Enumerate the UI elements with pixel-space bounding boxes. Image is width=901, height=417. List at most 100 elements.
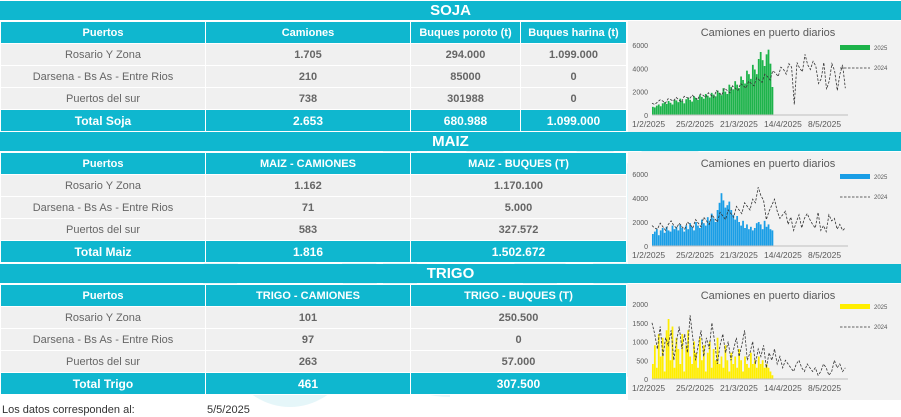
bar-2025 [699,228,701,246]
legend-swatch-2025 [840,304,870,309]
cell-value: 738 [205,87,411,110]
bar-2025 [753,360,756,379]
trigo-chart: Camiones en puerto diarios 0 500 1000 1500 20… [628,284,901,400]
maiz-header-row: Puertos MAIZ - CAMIONES MAIZ - BUQUES (T… [0,152,627,175]
bar-2025 [740,225,742,246]
legend-label-2025: 2025 [874,175,888,181]
y-tick-label: 2000 [632,302,648,309]
table-row: Rosario Y Zona 1.705 294.000 1.099.000 [0,43,627,66]
bar-2025 [695,352,697,379]
bar-2025 [750,352,752,379]
bar-2025 [732,214,735,246]
cell-value: 1.170.100 [410,174,627,197]
bar-2025 [677,230,680,246]
bar-2025 [699,337,701,379]
line-2024 [651,187,846,233]
col-header-trigo-buques: TRIGO - BUQUES (T) [410,284,627,307]
bar-2025 [652,364,654,379]
port-name: Puertos del sur [0,218,206,241]
x-tick-label: 1/2/2025 [632,250,665,260]
bar-2025 [755,367,758,379]
bar-2025 [667,101,670,115]
bar-2025 [661,337,664,379]
bar-2025 [679,364,682,379]
x-tick-label: 25/2/2025 [676,250,714,260]
bar-2025 [708,220,711,246]
bar-2025 [714,96,717,115]
cell-value: 327.572 [410,218,627,241]
bar-2025 [722,200,725,246]
bar-2025 [728,371,731,379]
bar-2025 [761,229,764,246]
legend-swatch-2025 [840,45,870,50]
bar-2025 [757,356,760,379]
port-name: Rosario Y Zona [0,174,206,197]
bar-2025 [691,226,693,246]
bar-2025 [759,224,762,246]
col-header-puertos: Puertos [0,284,206,307]
bar-2025 [771,230,774,246]
bar-2025 [675,226,678,246]
y-tick-label: 2000 [632,90,648,97]
cell-value: 0 [410,328,627,351]
x-tick-label: 14/4/2025 [764,383,802,393]
bar-2025 [704,225,707,246]
line-2024 [651,315,846,377]
footer-date: 5/5/2025 [207,404,250,416]
bar-2025 [702,223,705,246]
table-row: Rosario Y Zona 1.162 1.170.100 [0,174,627,197]
bar-2025 [746,70,748,115]
bar-2025 [704,371,707,379]
x-tick-label: 1/2/2025 [632,119,665,129]
bar-2025 [738,349,741,379]
footer-label: Los datos corresponden al: [2,404,135,416]
bar-2025 [704,94,707,115]
y-tick-label: 1000 [632,340,648,347]
legend-swatch-2025 [840,174,870,179]
cell-value: 5.000 [410,196,627,219]
bar-2025 [681,228,684,246]
col-header-maiz-camiones: MAIZ - CAMIONES [205,152,411,175]
bar-2025 [652,234,654,246]
bar-2025 [689,99,692,115]
bar-2025 [714,360,717,379]
maiz-table: Puertos MAIZ - CAMIONES MAIZ - BUQUES (T… [0,152,627,263]
total-value: 461 [205,372,411,395]
bar-2025 [716,210,719,246]
bar-2025 [726,205,729,246]
bar-2025 [759,364,762,379]
bar-2025 [665,226,668,246]
bar-2025 [736,216,739,246]
maiz-section-title: MAIZ [0,132,901,151]
chart-title: Camiones en puerto diarios [701,158,836,170]
bar-2025 [753,228,756,246]
bar-2025 [687,330,690,379]
bar-2025 [755,74,758,115]
bar-2025 [751,364,754,379]
x-tick-label: 8/5/2025 [808,250,841,260]
y-tick-label: 4000 [632,196,648,203]
cell-value: 301988 [410,87,521,110]
bar-2025 [655,105,658,115]
bar-2025 [724,345,727,379]
soja-section-title: SOJA [0,1,901,20]
bar-2025 [751,230,754,246]
cell-value: 71 [205,196,411,219]
port-name: Rosario Y Zona [0,306,206,329]
port-name: Rosario Y Zona [0,43,206,66]
bar-2025 [730,352,733,379]
col-header-maiz-buques: MAIZ - BUQUES (T) [410,152,627,175]
total-label: Total Maiz [0,240,206,263]
total-value: 1.099.000 [520,109,627,132]
total-value: 2.653 [205,109,411,132]
bar-2025 [720,356,723,379]
bar-2025 [701,219,703,246]
bar-2025 [657,334,660,379]
bar-2025 [673,99,676,115]
bar-2025 [748,74,750,115]
bar-2025 [767,224,770,246]
bar-2025 [718,202,721,246]
x-tick-label: 1/2/2025 [632,383,665,393]
bar-2025 [706,95,709,115]
bar-2025 [669,102,672,115]
